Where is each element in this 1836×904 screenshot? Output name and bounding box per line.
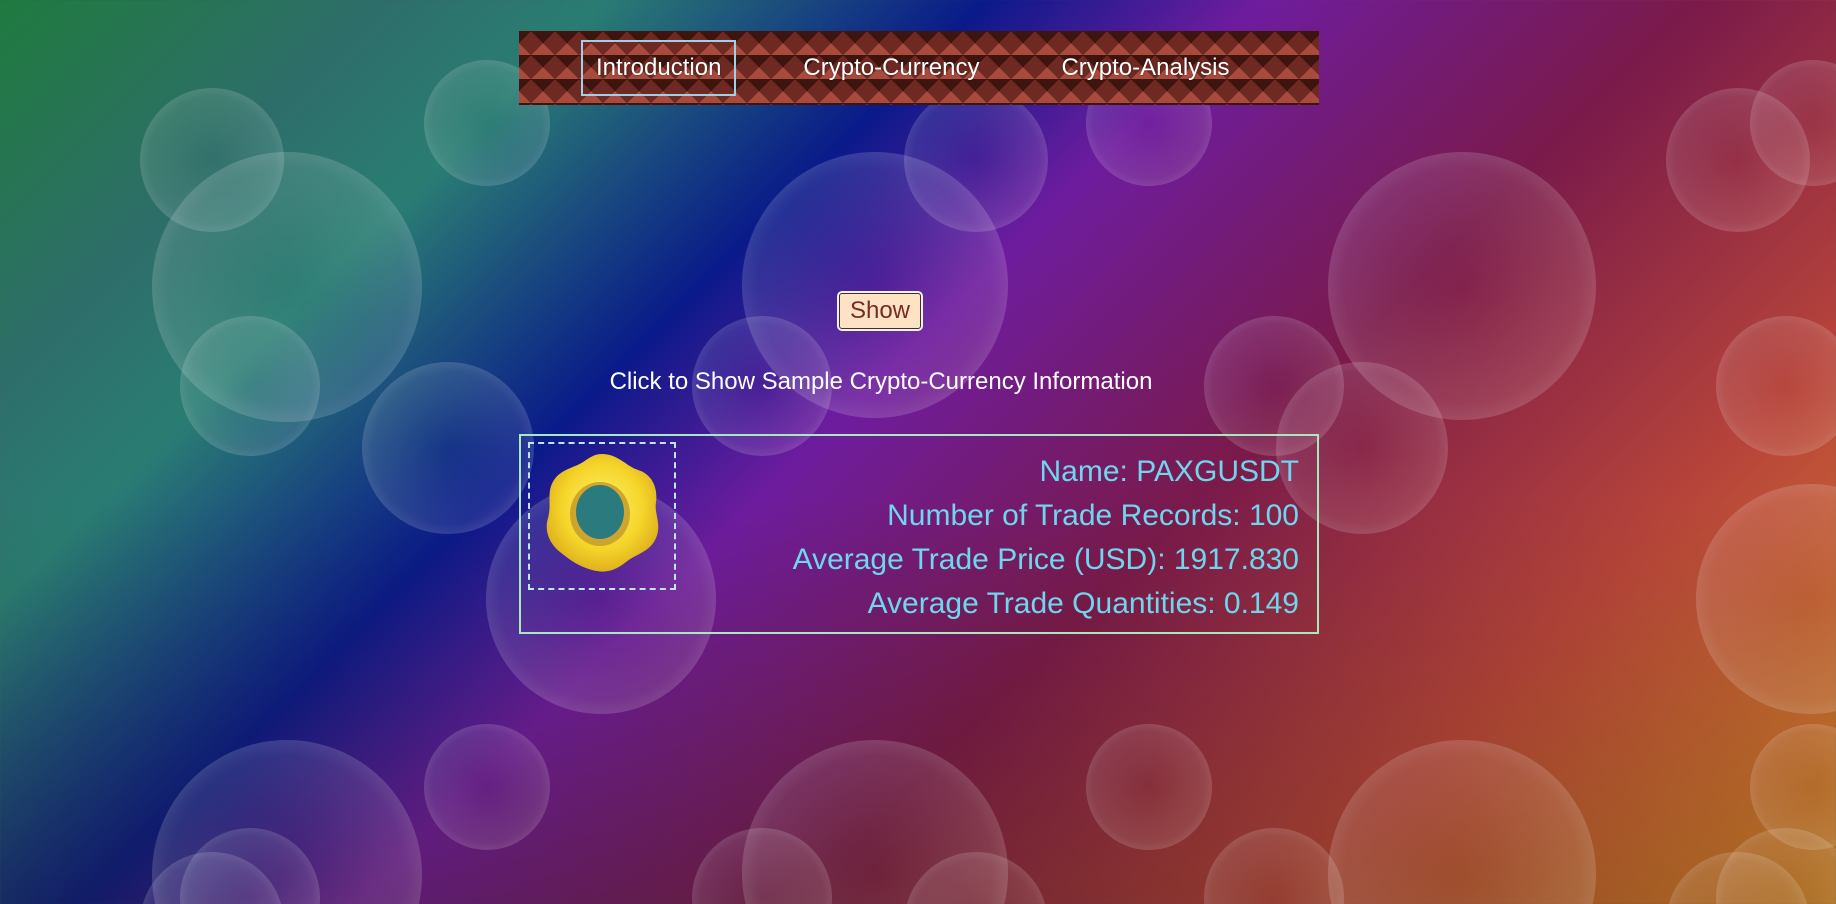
crypto-info-card: Name: PAXGUSDT Number of Trade Records: … — [519, 434, 1319, 634]
info-name: Name: PAXGUSDT — [1039, 455, 1300, 488]
info-trade-records: Number of Trade Records: 100 — [887, 499, 1299, 532]
info-lines: Name: PAXGUSDT Number of Trade Records: … — [793, 450, 1299, 626]
info-average-price: Average Trade Price (USD): 1917.830 — [792, 543, 1299, 576]
show-button[interactable]: Show — [839, 293, 921, 329]
show-caption: Click to Show Sample Crypto-Currency Inf… — [609, 368, 1153, 395]
nav-item-introduction[interactable]: Introduction — [581, 40, 737, 96]
paxg-logo-icon — [546, 454, 659, 572]
info-average-quantity: Average Trade Quantities: 0.149 — [867, 587, 1299, 620]
nav-item-crypto-currency[interactable]: Crypto-Currency — [803, 54, 980, 81]
top-navigation: Introduction Crypto-Currency Crypto-Anal… — [519, 31, 1319, 105]
nav-item-crypto-analysis[interactable]: Crypto-Analysis — [1061, 54, 1230, 81]
logo-frame — [528, 442, 676, 590]
